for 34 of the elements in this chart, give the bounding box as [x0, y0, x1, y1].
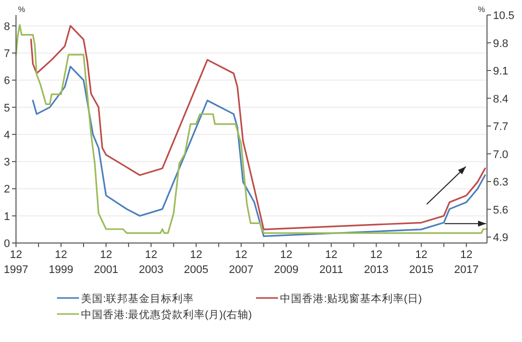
y-tick-label: 5 [4, 102, 10, 114]
x-tick-label: 12 2017 [454, 249, 479, 276]
y-tick-label: 2 [4, 184, 10, 196]
x-tick-label: 12 2011 [319, 249, 344, 276]
y2-tick-label: 9.1 [493, 66, 508, 78]
y-tick-label: 3 [4, 156, 10, 169]
legend-label: 中国香港:最优惠贷款利率(月)(右轴) [81, 308, 252, 321]
y2-tick-label: 10.5 [493, 10, 514, 22]
x-tick-label: 12 2005 [184, 249, 208, 276]
y2-tick-label: 5.6 [493, 204, 508, 216]
y-tick-label: 7 [4, 48, 10, 60]
x-tick-label: 12 2007 [228, 249, 254, 276]
x-tick-label: 12 2001 [94, 249, 118, 276]
y-tick-label: 8 [4, 20, 10, 33]
y-axis-title: % [18, 5, 26, 14]
y2-tick-label: 6.3 [493, 176, 508, 189]
y2-tick-label: 7.0 [493, 148, 508, 161]
y-tick-label: 0 [4, 238, 10, 250]
y-tick-label: 4 [4, 129, 10, 142]
y2-tick-label: 4.9 [493, 232, 508, 244]
x-tick-label: 12 2013 [364, 249, 389, 276]
legend-label: 中国香港:贴现窗基本利率(日) [280, 292, 422, 305]
y-tick-label: 6 [4, 75, 10, 88]
y2-axis-title: % [478, 5, 485, 14]
x-tick-label: 12 1999 [48, 249, 74, 276]
x-tick-label: 12 2009 [274, 249, 298, 276]
legend-label: 美国:联邦基金目标利率 [81, 292, 194, 305]
y2-tick-label: 8.4 [493, 93, 508, 106]
y2-tick-label: 9.8 [493, 38, 508, 50]
x-tick-label: 12 1997 [4, 249, 28, 276]
y-tick-label: 1 [4, 210, 10, 223]
x-tick-label: 12 2003 [138, 249, 164, 276]
y2-tick-label: 7.7 [493, 121, 508, 134]
x-tick-label: 12 2015 [409, 249, 434, 276]
